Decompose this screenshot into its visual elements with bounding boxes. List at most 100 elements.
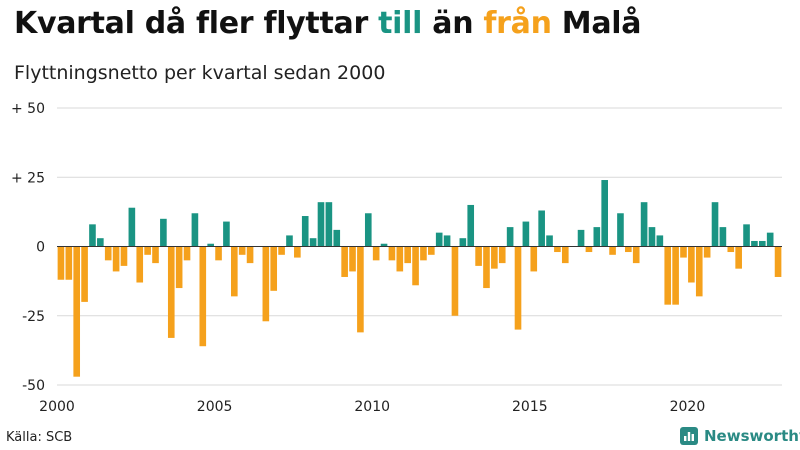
bar <box>104 246 112 261</box>
bar <box>703 246 711 258</box>
bar <box>120 246 128 266</box>
title-part-3: från <box>483 6 552 41</box>
bar <box>743 224 750 247</box>
bar <box>65 246 73 280</box>
bar <box>238 246 246 255</box>
title-part-1: till <box>378 6 423 41</box>
bar <box>404 246 411 264</box>
bar <box>215 246 222 261</box>
bar <box>286 235 293 247</box>
bar <box>73 246 81 377</box>
bar <box>262 246 270 322</box>
bar <box>719 227 727 247</box>
bar <box>498 246 506 264</box>
bar <box>538 210 545 247</box>
title-part-0: Kvartal då fler flyttar <box>14 6 379 41</box>
bar <box>711 202 719 247</box>
y-tick-label: + 50 <box>11 101 45 117</box>
bar <box>333 229 341 247</box>
bar <box>364 213 372 247</box>
x-tick-label: 2015 <box>512 399 548 415</box>
bar <box>144 246 151 255</box>
bar <box>751 240 758 247</box>
bar <box>128 207 136 247</box>
bar <box>223 221 230 247</box>
x-tick-label: 2010 <box>354 399 390 415</box>
bar-chart-badge-icon <box>680 427 698 445</box>
bar <box>664 246 672 305</box>
title-part-2: än <box>422 6 484 41</box>
bar <box>270 246 278 291</box>
bar <box>246 246 254 264</box>
source-note: Källa: SCB <box>6 430 73 445</box>
bar <box>577 229 585 247</box>
bar <box>530 246 538 272</box>
bar <box>656 235 664 247</box>
bar <box>443 235 451 247</box>
bar <box>688 246 695 283</box>
bar <box>609 246 616 255</box>
bar <box>231 246 238 297</box>
bar <box>546 235 553 247</box>
bar <box>554 246 561 253</box>
bar <box>593 227 601 247</box>
bar <box>278 246 285 255</box>
bar <box>160 218 167 247</box>
bar <box>475 246 482 266</box>
bar <box>317 202 325 247</box>
bars <box>57 180 782 377</box>
bar <box>380 243 388 247</box>
bar <box>152 246 159 264</box>
bar <box>412 246 419 286</box>
chart-title: Kvartal då fler flyttar till än från Mal… <box>14 6 642 41</box>
bar <box>585 246 593 253</box>
bar-chart: + 50 + 25 0 -25 -50 2000 2005 2010 2015 2020 <box>11 101 782 415</box>
y-tick-label: + 25 <box>11 170 45 186</box>
axes: + 50 + 25 0 -25 -50 2000 2005 2010 2015 2020 <box>11 101 782 415</box>
bar <box>207 243 214 247</box>
y-tick-label: -50 <box>22 378 45 394</box>
bar <box>372 246 380 261</box>
bar <box>467 204 475 247</box>
y-tick-label: -25 <box>22 309 45 325</box>
bar <box>325 202 333 247</box>
bar <box>341 246 348 277</box>
title-part-4: Malå <box>551 6 642 41</box>
bar <box>167 246 175 338</box>
bar <box>766 232 774 247</box>
bar <box>81 246 88 302</box>
bar <box>349 246 356 272</box>
bar <box>648 227 656 247</box>
bar <box>514 246 522 330</box>
bar <box>758 240 766 247</box>
x-tick-label: 2000 <box>39 399 75 415</box>
bar <box>561 246 569 264</box>
bar <box>301 216 309 247</box>
bar <box>112 246 120 272</box>
bar <box>388 246 396 261</box>
bar <box>522 221 530 247</box>
bar <box>735 246 742 269</box>
x-tick-label: 2005 <box>197 399 233 415</box>
bar <box>640 202 648 247</box>
bar <box>435 232 443 247</box>
bar <box>428 246 435 255</box>
y-tick-label: 0 <box>36 240 45 256</box>
bar <box>506 227 514 247</box>
bar <box>727 246 735 253</box>
newsworthy-logo: Newsworthy <box>680 427 800 445</box>
chart-subtitle: Flyttningsnetto per kvartal sedan 2000 <box>14 62 386 84</box>
bar <box>183 246 191 261</box>
bar <box>774 246 782 277</box>
bar <box>57 246 65 280</box>
logo-text: Newsworthy <box>704 427 800 445</box>
bar <box>672 246 679 305</box>
bar <box>491 246 498 269</box>
bar <box>136 246 144 283</box>
bar <box>294 246 301 258</box>
bar <box>483 246 490 289</box>
bar <box>617 213 624 247</box>
bar <box>199 246 207 347</box>
bar <box>357 246 364 333</box>
bar <box>175 246 183 289</box>
